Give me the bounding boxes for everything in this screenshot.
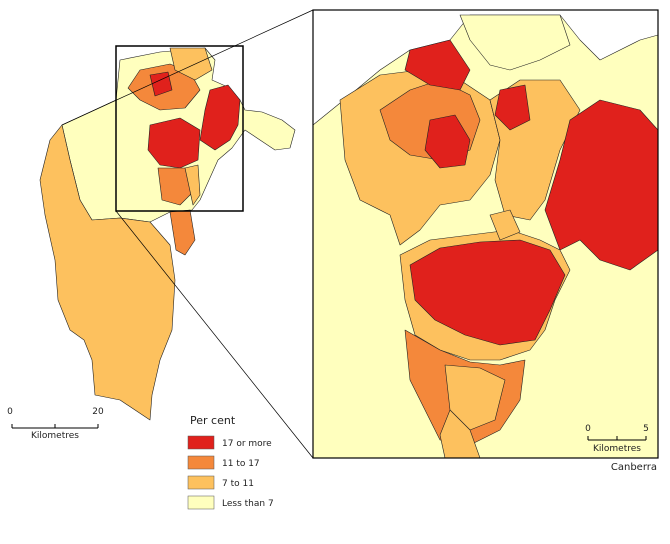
region bbox=[169, 47, 213, 81]
region bbox=[424, 114, 471, 169]
legend-swatch bbox=[187, 495, 215, 510]
scale-unit: Kilometres bbox=[593, 444, 641, 454]
region bbox=[494, 84, 531, 131]
region bbox=[489, 209, 521, 241]
leader-line bbox=[61, 9, 314, 126]
region bbox=[184, 164, 201, 206]
legend-label: 17 or more bbox=[222, 439, 272, 449]
legend-swatch bbox=[187, 455, 215, 470]
leader-line bbox=[115, 210, 314, 459]
inset-label: Canberra bbox=[611, 462, 657, 473]
legend: Per cent 17 or more 11 to 17 7 to 11 Less t… bbox=[187, 414, 274, 510]
inset-frame bbox=[312, 9, 659, 459]
region bbox=[544, 99, 659, 271]
legend-label: 11 to 17 bbox=[222, 459, 260, 469]
scale-tick-label: 0 bbox=[585, 424, 591, 434]
scale-bar: 0 20 Kilometres bbox=[7, 407, 104, 441]
region bbox=[169, 209, 196, 256]
inset-box bbox=[115, 45, 244, 212]
inset-map bbox=[312, 9, 659, 459]
overview-map bbox=[39, 9, 314, 459]
region bbox=[39, 124, 176, 421]
legend-swatch bbox=[187, 435, 215, 450]
scale-bar: 0 5 Kilometres bbox=[585, 424, 649, 454]
scale-tick-label: 20 bbox=[92, 407, 104, 417]
region bbox=[147, 117, 201, 169]
legend-label: 7 to 11 bbox=[222, 479, 254, 489]
region bbox=[157, 167, 196, 206]
legend-label: Less than 7 bbox=[222, 499, 274, 509]
region bbox=[409, 239, 566, 346]
legend-title: Per cent bbox=[190, 414, 236, 427]
region bbox=[199, 84, 241, 151]
legend-swatch bbox=[187, 475, 215, 490]
region bbox=[459, 14, 571, 71]
scale-unit: Kilometres bbox=[31, 431, 79, 441]
scale-tick-label: 5 bbox=[643, 424, 649, 434]
region bbox=[404, 39, 471, 91]
region bbox=[149, 71, 173, 97]
scale-tick-label: 0 bbox=[7, 407, 13, 417]
